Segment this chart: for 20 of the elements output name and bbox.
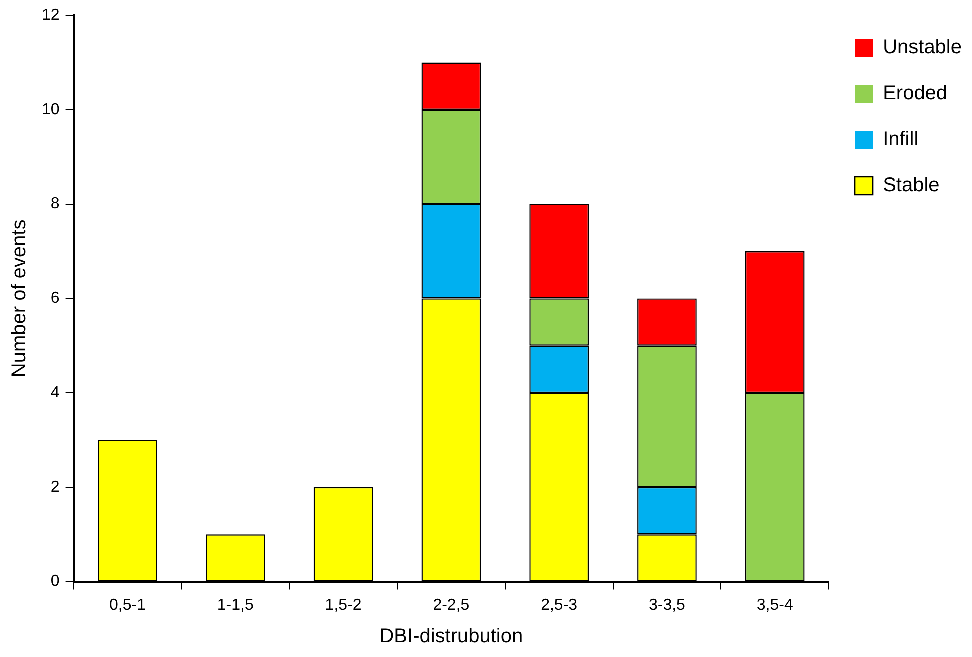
y-tick-label: 6	[50, 290, 60, 308]
x-tick-label: 1-1,5	[217, 596, 254, 614]
x-tick-label: 1,5-2	[325, 596, 362, 614]
x-tick-label: 3-3,5	[648, 596, 686, 614]
y-tick-label: 4	[50, 384, 60, 402]
x-tick-label: 2-2,5	[433, 596, 470, 614]
x-tick-label: 3,5-4	[756, 596, 794, 614]
y-tick-label: 2	[50, 478, 60, 496]
y-tick-label: 0	[50, 573, 60, 590]
y-axis-title: Number of events	[8, 220, 31, 378]
legend-label: Infill	[883, 128, 919, 151]
x-tick-label: 2,5-3	[541, 596, 578, 614]
y-tick-label: 12	[42, 7, 60, 24]
y-tick-label: 8	[50, 196, 60, 213]
x-axis-title: DBI-distrubution	[380, 626, 524, 648]
legend-label: Eroded	[883, 82, 948, 105]
y-tick-label: 10	[42, 101, 60, 118]
legend-label: Unstable	[883, 36, 962, 59]
x-tick-label: 0,5-1	[110, 596, 146, 614]
legend-label: Stable	[883, 174, 940, 197]
